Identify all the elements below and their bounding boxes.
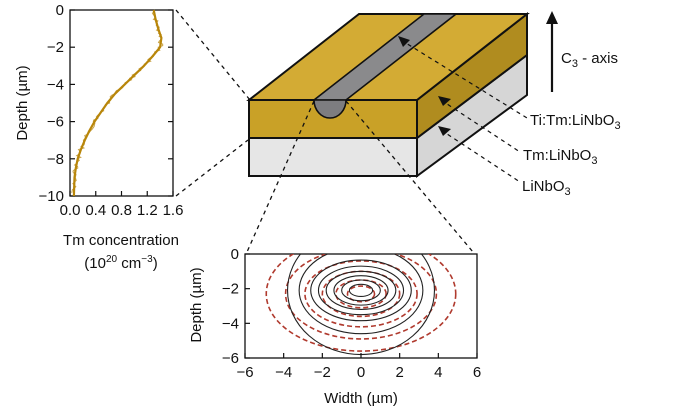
profile-ylabel: Depth (µm): [14, 65, 31, 140]
profile-plot-frame: [69, 9, 174, 197]
waveguide-cross-section: [313, 99, 347, 119]
mode-contour-solid: [333, 275, 389, 306]
zoom-line-mode-right: [345, 100, 474, 253]
mode-xtick-label: 6: [473, 364, 481, 381]
mode-plot: 0 −2 −4 −6−6 −4 −2 0 2 4 6 Depth (µm) Width (µm): [188, 246, 481, 407]
profile-ytick-label: −10: [39, 188, 64, 205]
c-axis-marker-substrate: [438, 126, 451, 136]
mode-xtick-label: −4: [275, 364, 292, 381]
c-axis-label: C3 - axis: [561, 50, 618, 70]
profile-curve: [72, 9, 163, 197]
mode-contour-dashed: [346, 285, 376, 303]
mode-contour-solid: [325, 270, 397, 311]
mode-contour-dashed: [265, 254, 457, 352]
profile-xtick-label: 1.2: [137, 202, 158, 219]
mode-contour-dashed: [335, 279, 387, 309]
mode-contour-solid: [341, 279, 381, 302]
profile-xtick-label: 1.6: [163, 202, 184, 219]
mode-xtick-label: −2: [314, 364, 331, 381]
mode-contour-dashed: [304, 260, 418, 328]
zoom-line-mode-left: [246, 100, 315, 253]
profile-xlabel-units: (1020 cm−3): [84, 254, 157, 272]
label-linbo3: LiNbO3: [522, 178, 571, 198]
profile-plot: 0 −2 −4 −6 −8 −100.0 0.4 0.8 1.2 1.6 Depth (µm) T…: [14, 2, 183, 272]
mode-contour-dashed: [284, 254, 438, 340]
profile-xtick-label: 0.0: [60, 202, 81, 219]
device-diagram: C3 - axis Ti:Tm:LiNbO3 Tm:LiNbO3 LiNbO3: [246, 11, 621, 198]
mode-contour-solid: [317, 265, 405, 316]
mode-contours: [265, 254, 457, 356]
profile-xlabel: Tm concentration: [63, 232, 179, 249]
mode-xlabel: Width (µm): [324, 390, 398, 407]
profile-ticks: 0 −2 −4 −6 −8 −100.0 0.4 0.8 1.2 1.6: [39, 2, 184, 219]
pointer-line-1: [400, 39, 528, 119]
zoom-line-profile-top: [175, 9, 251, 101]
mode-ylabel: Depth (µm): [188, 267, 205, 342]
label-ti-tm-linbo3: Ti:Tm:LiNbO3: [530, 112, 621, 132]
profile-ytick-label: −2: [47, 39, 64, 56]
mode-contour-solid: [310, 259, 412, 322]
zoom-line-profile-bottom: [175, 139, 249, 197]
pointer-line-3: [440, 129, 521, 183]
c-axis-marker-stripe: [398, 36, 410, 47]
c-axis-arrow-head: [546, 11, 558, 24]
profile-ytick-label: −4: [47, 76, 64, 93]
mode-ticks: 0 −2 −4 −6−6 −4 −2 0 2 4 6: [222, 246, 481, 381]
profile-xtick-label: 0.8: [111, 202, 132, 219]
mode-ytick-label: −4: [222, 315, 239, 332]
mode-ytick-label: −2: [222, 281, 239, 298]
profile-ytick-label: −6: [47, 114, 64, 131]
profile-curve-noise: [71, 9, 164, 194]
mode-contour-solid: [348, 283, 374, 298]
mode-xtick-label: 4: [434, 364, 442, 381]
mode-ytick-label: −6: [222, 350, 239, 367]
profile-ytick-label: 0: [56, 2, 64, 19]
mode-contour-solid: [287, 254, 435, 356]
substrate-front: [248, 137, 418, 177]
mode-ytick-label: 0: [231, 246, 239, 263]
profile-xtick-label: 0.4: [85, 202, 106, 219]
mode-plot-frame: [244, 253, 478, 359]
mode-xtick-label: 2: [395, 364, 403, 381]
mode-xtick-label: −6: [236, 364, 253, 381]
label-tm-linbo3: Tm:LiNbO3: [523, 147, 597, 167]
c-axis-marker-layer: [438, 96, 451, 106]
mode-contour-solid: [298, 254, 424, 335]
mode-xtick-label: 0: [357, 364, 365, 381]
profile-ytick-label: −8: [47, 151, 64, 168]
